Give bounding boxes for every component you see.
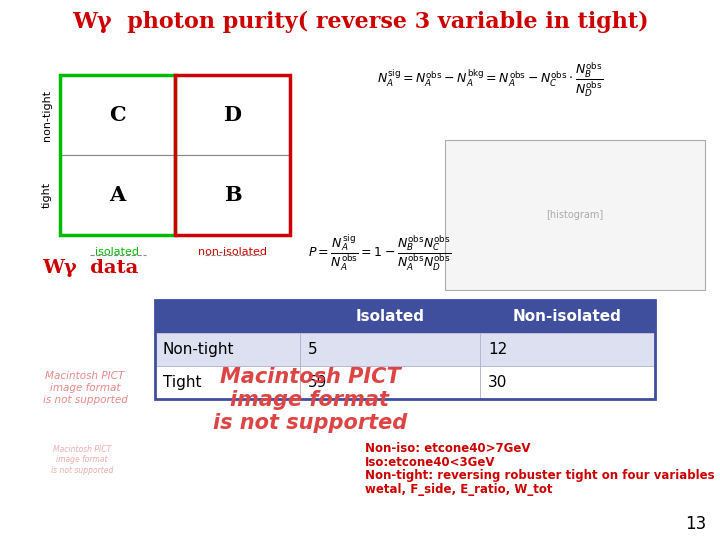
Text: B: B [224, 185, 241, 205]
Text: Wγ  photon purity( reverse 3 variable in tight): Wγ photon purity( reverse 3 variable in … [72, 11, 648, 33]
Text: 59: 59 [308, 375, 328, 390]
Text: Macintosh PICT
image format
is not supported: Macintosh PICT image format is not suppo… [213, 367, 407, 433]
Text: non-isolated: non-isolated [198, 247, 267, 257]
Text: [histogram]: [histogram] [546, 210, 603, 220]
Text: 12: 12 [488, 342, 508, 357]
Text: isolated: isolated [96, 247, 140, 257]
Bar [155, 300, 300, 333]
Bar [155, 333, 300, 366]
Text: $N_A^{\rm sig} = N_A^{\rm obs} - N_A^{\rm bkg} = N_A^{\rm obs} - N_C^{\rm obs} \: $N_A^{\rm sig} = N_A^{\rm obs} - N_A^{\r… [377, 60, 603, 99]
Bar [480, 366, 655, 399]
Text: Iso:etcone40<3GeV: Iso:etcone40<3GeV [365, 456, 495, 469]
Bar [300, 366, 480, 399]
Text: 30: 30 [488, 375, 508, 390]
Text: Wγ  data: Wγ data [42, 259, 138, 277]
Bar [155, 366, 300, 399]
Bar [480, 300, 655, 333]
Text: $P = \dfrac{N_A^{\rm sig}}{N_A^{\rm obs}} = 1 - \dfrac{N_B^{\rm obs} N_C^{\rm ob: $P = \dfrac{N_A^{\rm sig}}{N_A^{\rm obs}… [308, 233, 451, 273]
Text: non-tight: non-tight [42, 90, 52, 140]
Bar [60, 75, 175, 235]
Text: Non-tight: Non-tight [163, 342, 235, 357]
Text: C: C [109, 105, 126, 125]
Text: 13: 13 [685, 515, 706, 533]
Text: Non-tight: reversing robuster tight on four variables: Non-tight: reversing robuster tight on f… [365, 469, 715, 483]
Bar [480, 333, 655, 366]
Text: Non-isolated: Non-isolated [513, 309, 622, 324]
Text: Isolated: Isolated [356, 309, 425, 324]
Text: D: D [223, 105, 241, 125]
Text: Macintosh PICT
image format
is not supported: Macintosh PICT image format is not suppo… [51, 445, 113, 475]
Bar [155, 300, 655, 399]
Bar [300, 300, 480, 333]
Bar [60, 155, 175, 235]
Text: Macintosh PICT
image format
is not supported: Macintosh PICT image format is not suppo… [42, 372, 127, 404]
Text: 5: 5 [308, 342, 318, 357]
Bar [175, 155, 290, 235]
Text: Tight: Tight [163, 375, 202, 390]
Text: A: A [109, 185, 125, 205]
Bar [175, 75, 290, 235]
Bar [300, 333, 480, 366]
Text: tight: tight [42, 182, 52, 208]
Bar [175, 75, 290, 155]
Bar [60, 75, 175, 155]
Text: Non-iso: etcone40>7GeV: Non-iso: etcone40>7GeV [365, 442, 531, 455]
Text: wetal, F_side, E_ratio, W_tot: wetal, F_side, E_ratio, W_tot [365, 483, 552, 496]
Bar [445, 140, 705, 290]
